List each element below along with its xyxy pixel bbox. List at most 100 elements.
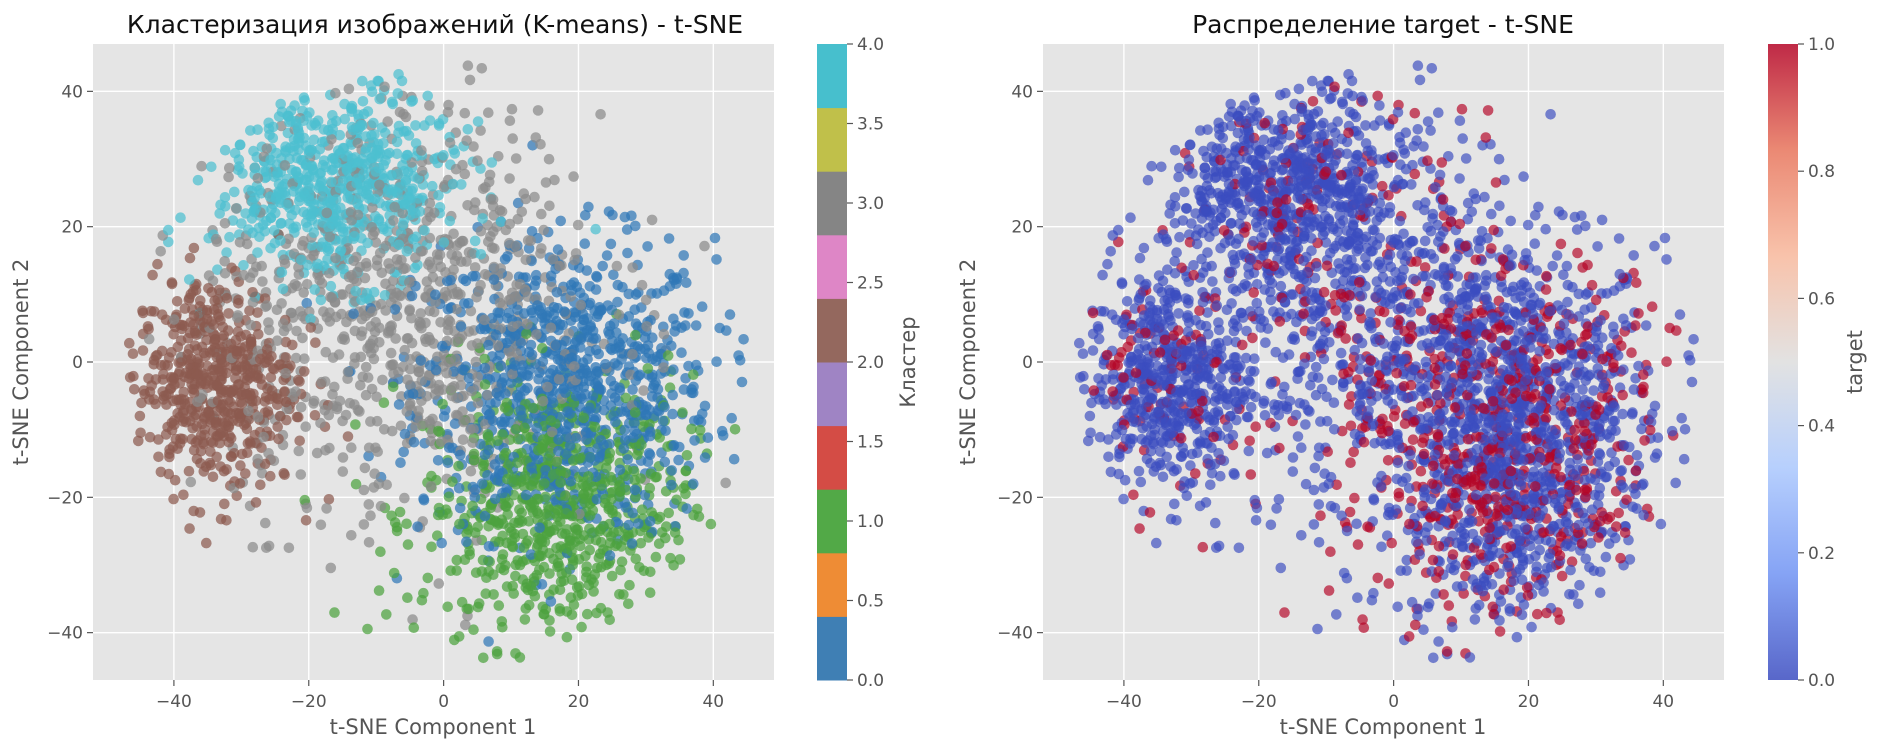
scatter-point bbox=[582, 608, 593, 620]
scatter-point bbox=[512, 304, 523, 316]
scatter-point bbox=[550, 340, 562, 351]
scatter-point bbox=[424, 305, 436, 317]
scatter-point bbox=[192, 396, 203, 408]
scatter-point bbox=[635, 537, 647, 549]
scatter-point bbox=[346, 530, 357, 541]
scatter-point bbox=[495, 216, 507, 227]
scatter-point bbox=[461, 135, 473, 146]
scatter-point bbox=[444, 137, 456, 149]
scatter-point bbox=[539, 312, 551, 323]
scatter-point bbox=[483, 236, 494, 248]
scatter-point bbox=[318, 184, 329, 196]
scatter-point bbox=[330, 194, 342, 205]
scatter-point bbox=[516, 206, 528, 218]
scatter-point bbox=[300, 421, 312, 433]
scatter-point bbox=[247, 296, 259, 308]
scatter-point bbox=[326, 218, 338, 230]
scatter-point bbox=[544, 548, 555, 559]
colorbar-segment bbox=[817, 616, 847, 681]
scatter-point bbox=[176, 323, 188, 335]
scatter-point bbox=[1678, 453, 1690, 465]
scatter-point bbox=[262, 406, 274, 417]
scatter-point bbox=[442, 303, 454, 315]
scatter-point bbox=[298, 235, 309, 247]
scatter-point bbox=[412, 521, 423, 532]
scatter-point bbox=[463, 603, 474, 615]
colorbar-segment bbox=[817, 234, 847, 299]
scatter-point bbox=[507, 580, 518, 592]
scatter-point bbox=[245, 438, 256, 449]
scatter-point bbox=[554, 260, 566, 272]
scatter-point bbox=[1277, 110, 1288, 121]
scatter-point bbox=[479, 362, 491, 374]
scatter-point bbox=[432, 351, 443, 363]
scatter-point bbox=[724, 309, 736, 320]
scatter-point bbox=[175, 212, 186, 223]
scatter-point bbox=[366, 86, 378, 98]
scatter-point bbox=[402, 592, 413, 603]
scatter-point bbox=[670, 320, 682, 331]
scatter-point bbox=[300, 515, 312, 526]
x-tick-label: −40 bbox=[156, 692, 192, 712]
scatter-point bbox=[212, 294, 224, 305]
scatter-point bbox=[422, 90, 434, 102]
scatter-point bbox=[553, 373, 565, 385]
scatter-point bbox=[234, 139, 246, 151]
scatter-point bbox=[143, 373, 154, 384]
scatter-point bbox=[169, 474, 181, 486]
colorbar-segment bbox=[817, 362, 847, 427]
scatter-point bbox=[386, 96, 398, 108]
scatter-point bbox=[734, 355, 746, 366]
scatter-point bbox=[642, 241, 653, 252]
scatter-point bbox=[315, 294, 327, 306]
scatter-point bbox=[545, 322, 557, 334]
scatter-point bbox=[575, 299, 587, 311]
scatter-point bbox=[182, 333, 194, 344]
x-tick-label: 0 bbox=[438, 692, 449, 712]
scatter-point bbox=[301, 502, 313, 514]
scatter-point bbox=[689, 435, 700, 446]
scatter-point bbox=[487, 194, 499, 205]
scatter-point bbox=[618, 589, 629, 600]
colorbar-tick-label: 2.0 bbox=[857, 353, 884, 373]
scatter-point bbox=[1142, 174, 1154, 186]
scatter-point bbox=[667, 408, 678, 420]
scatter-point bbox=[368, 117, 379, 129]
scatter-point bbox=[537, 396, 549, 407]
scatter-point bbox=[127, 348, 139, 360]
scatter-point bbox=[221, 247, 232, 258]
scatter-point bbox=[157, 374, 169, 385]
scatter-point bbox=[323, 494, 335, 505]
scatter-point bbox=[202, 307, 213, 319]
scatter-point bbox=[602, 300, 614, 311]
scatter-point bbox=[738, 334, 749, 345]
scatter-point bbox=[1609, 456, 1621, 468]
scatter-point bbox=[318, 306, 329, 317]
scatter-point bbox=[544, 626, 556, 637]
scatter-point bbox=[560, 387, 571, 399]
scatter-point bbox=[605, 238, 617, 250]
scatter-point bbox=[357, 75, 368, 87]
scatter-point bbox=[623, 598, 634, 610]
scatter-point bbox=[564, 408, 575, 420]
scatter-point bbox=[412, 193, 424, 204]
scatter-point bbox=[614, 385, 626, 396]
colorbar-tick-label: 3.5 bbox=[857, 115, 884, 135]
scatter-point bbox=[421, 276, 433, 287]
scatter-point bbox=[324, 316, 336, 327]
scatter-point bbox=[534, 367, 545, 378]
scatter-point bbox=[454, 502, 466, 514]
scatter-point bbox=[219, 144, 231, 156]
scatter-point bbox=[308, 134, 320, 146]
scatter-point bbox=[430, 289, 441, 301]
scatter-point bbox=[626, 538, 638, 549]
scatter-point bbox=[1287, 466, 1299, 477]
colorbar-segment bbox=[817, 298, 847, 363]
scatter-point bbox=[168, 314, 180, 325]
scatter-point bbox=[472, 397, 484, 409]
scatter-point bbox=[262, 383, 273, 395]
scatter-point bbox=[185, 476, 197, 488]
scatter-point bbox=[1628, 250, 1639, 261]
scatter-point bbox=[399, 344, 411, 356]
scatter-point bbox=[458, 390, 469, 402]
